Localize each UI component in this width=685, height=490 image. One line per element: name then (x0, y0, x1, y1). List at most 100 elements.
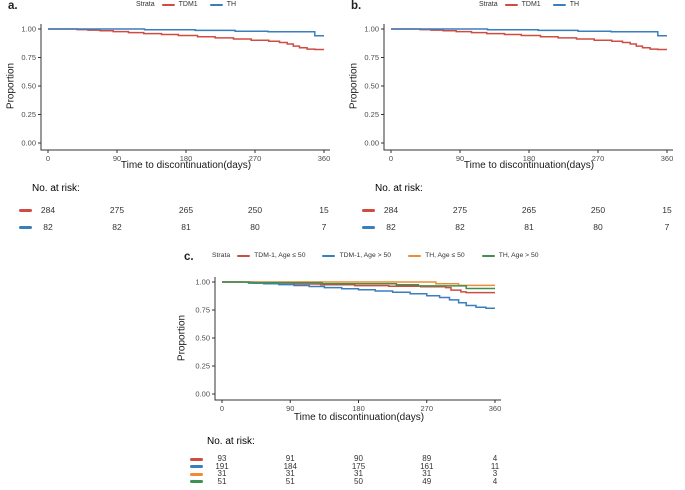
panel-b: b. Strata TDM1 TH 1.00 0.75 0.50 0.25 0.00 0 90… (343, 0, 685, 246)
risk-value: 284 (40, 205, 56, 215)
series-line-th (48, 28, 324, 37)
risk-value: 80 (250, 222, 260, 232)
x-tick-label: 270 (249, 154, 262, 163)
y-tick-label: 0.25 (195, 362, 210, 371)
y-tick-label: 0.75 (364, 53, 379, 62)
legend-strata-label: Strata (212, 252, 231, 259)
panel-b-title: b. (351, 0, 362, 12)
y-tick-label: 0.00 (195, 390, 210, 399)
x-tick-label: 90 (286, 404, 294, 413)
risk-value: 191 (215, 461, 229, 471)
risk-value: 7 (664, 222, 670, 232)
legend-item-tdm-1-age-50: TDM-1, Age ≤ 50 (237, 252, 305, 259)
x-tick-label: 180 (180, 154, 193, 163)
risk-table-header: No. at risk: (32, 183, 80, 194)
y-tick-label: 0.25 (364, 110, 379, 119)
y-tick-label: 0.50 (21, 82, 36, 91)
risk-value: 275 (109, 205, 125, 215)
risk-table-header: No. at risk: (375, 183, 423, 194)
axes (383, 24, 673, 151)
risk-value: 15 (662, 205, 672, 215)
y-tick-label: 0.00 (21, 139, 36, 148)
series-line-tdm1 (391, 28, 667, 51)
x-tick-label: 360 (661, 154, 674, 163)
legend-item-th: TH (209, 1, 236, 8)
legend-item-label: TDM-1, Age > 50 (339, 252, 392, 259)
panel-a-legend: Strata TDM1 TH (136, 1, 236, 8)
risk-row-swatch (190, 457, 203, 461)
risk-table: 284 275 265 250 15 82 82 81 80 7 (343, 0, 685, 246)
axes (40, 24, 330, 151)
legend-item-tdm1: TDM1 (161, 1, 198, 8)
km-plot-a: 1.00 0.75 0.50 0.25 0.00 0 90 180 270 360 (21, 24, 331, 163)
legend-item-label: TH, Age ≤ 50 (425, 252, 465, 259)
legend-items: TDM1 TH (161, 1, 236, 8)
risk-value: 265 (178, 205, 194, 215)
risk-value: 275 (452, 205, 468, 215)
risk-value: 7 (321, 222, 327, 232)
risk-value: 80 (593, 222, 603, 232)
legend-item-th-age-50: TH, Age ≤ 50 (408, 252, 465, 259)
series-line-tdm1 (48, 28, 324, 51)
y-tick-label: 1.00 (364, 25, 379, 34)
panel-a: a. Strata TDM1 TH 1.00 0.75 0.50 0.25 0.00 0 90… (0, 0, 342, 246)
risk-value: 250 (590, 205, 606, 215)
x-tick-label: 180 (523, 154, 536, 163)
risk-value: 3 (492, 469, 498, 479)
risk-value: 82 (455, 222, 465, 232)
y-tick-label: 0.50 (195, 334, 210, 343)
risk-value: 284 (383, 205, 399, 215)
legend-item-tdm1: TDM1 (504, 1, 541, 8)
legend-line-swatch (322, 254, 336, 257)
legend-line-swatch (209, 3, 223, 6)
legend-item-label: TH (569, 1, 580, 8)
risk-value: 265 (521, 205, 537, 215)
legend-line-swatch (161, 3, 175, 6)
legend-items: TDM-1, Age ≤ 50 TDM-1, Age > 50 TH, Age ≤ … (237, 252, 539, 259)
risk-value: 90 (354, 454, 363, 463)
series-line-th-age-50 (222, 281, 495, 287)
x-tick-label: 0 (389, 154, 393, 163)
legend-items: TDM1 TH (504, 1, 580, 8)
risk-row-th: 82 82 81 80 7 (343, 222, 685, 232)
legend-item-label: TDM1 (178, 1, 198, 8)
series-line-tdm-1-age-50 (222, 281, 495, 310)
x-tick-label: 360 (489, 404, 502, 413)
km-plot-c: 1.00 0.75 0.50 0.25 0.00 0 90 180 270 360 (195, 277, 502, 413)
y-tick-label: 1.00 (21, 25, 36, 34)
risk-row-tdm-1-age-50: 93 91 90 89 4 (170, 454, 520, 464)
risk-row-swatch (190, 480, 203, 484)
risk-row-swatch (362, 208, 375, 212)
risk-value: 250 (247, 205, 263, 215)
x-tick-label: 0 (46, 154, 50, 163)
x-tick-label: 180 (352, 404, 365, 413)
panel-c: c. Strata TDM-1, Age ≤ 50 TDM-1, Age > 50… (170, 250, 539, 490)
risk-value: 51 (285, 476, 295, 486)
x-axis-label: Time to discontinuation(days) (293, 412, 425, 423)
risk-value: 93 (217, 454, 227, 463)
risk-row-swatch (190, 465, 203, 469)
legend-item-label: TDM-1, Age ≤ 50 (254, 252, 306, 259)
x-tick-label: 360 (318, 154, 331, 163)
legend-line-swatch (408, 254, 422, 257)
x-tick-label: 0 (220, 404, 224, 413)
risk-value: 161 (420, 461, 434, 471)
risk-value: 51 (217, 476, 227, 486)
risk-value: 31 (217, 469, 227, 479)
legend-strata-label: Strata (478, 1, 498, 8)
risk-value: 50 (354, 476, 363, 486)
x-axis-label: Time to discontinuation(days) (463, 160, 595, 171)
risk-row-swatch (362, 225, 375, 229)
legend-strata-label: Strata (135, 1, 155, 8)
panel-c-title: c. (184, 251, 194, 263)
legend-line-swatch (504, 3, 518, 6)
risk-value: 31 (285, 469, 295, 479)
risk-row-tdm-1-age-50: 191 184 175 161 11 (170, 462, 520, 472)
x-tick-label: 270 (592, 154, 605, 163)
legend-item-label: TDM1 (521, 1, 541, 8)
km-plot-b: 1.00 0.75 0.50 0.25 0.00 0 90 180 270 360 (364, 24, 674, 163)
y-tick-label: 0.50 (364, 82, 379, 91)
risk-value: 4 (492, 476, 498, 486)
risk-value: 91 (285, 454, 295, 463)
